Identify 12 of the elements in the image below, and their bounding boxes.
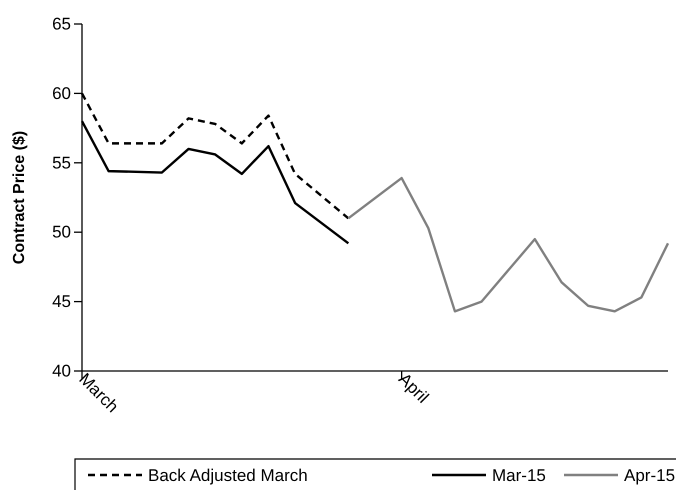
x-tick-label: April: [394, 369, 432, 407]
line-series: [347, 176, 670, 313]
y-tick-label: 45: [52, 292, 71, 312]
y-tick-label: 60: [52, 84, 71, 103]
legend-label: Back Adjusted March: [148, 466, 308, 485]
legend-label: Mar-15: [492, 466, 546, 485]
y-axis-title: Contract Price ($): [11, 130, 28, 264]
y-tick-label: 65: [52, 14, 71, 34]
y-tick-label: 55: [52, 153, 71, 172]
legend-label: Apr-15: [624, 466, 676, 485]
y-tick-label: 50: [52, 222, 71, 242]
y-tick-label: 40: [52, 361, 71, 380]
